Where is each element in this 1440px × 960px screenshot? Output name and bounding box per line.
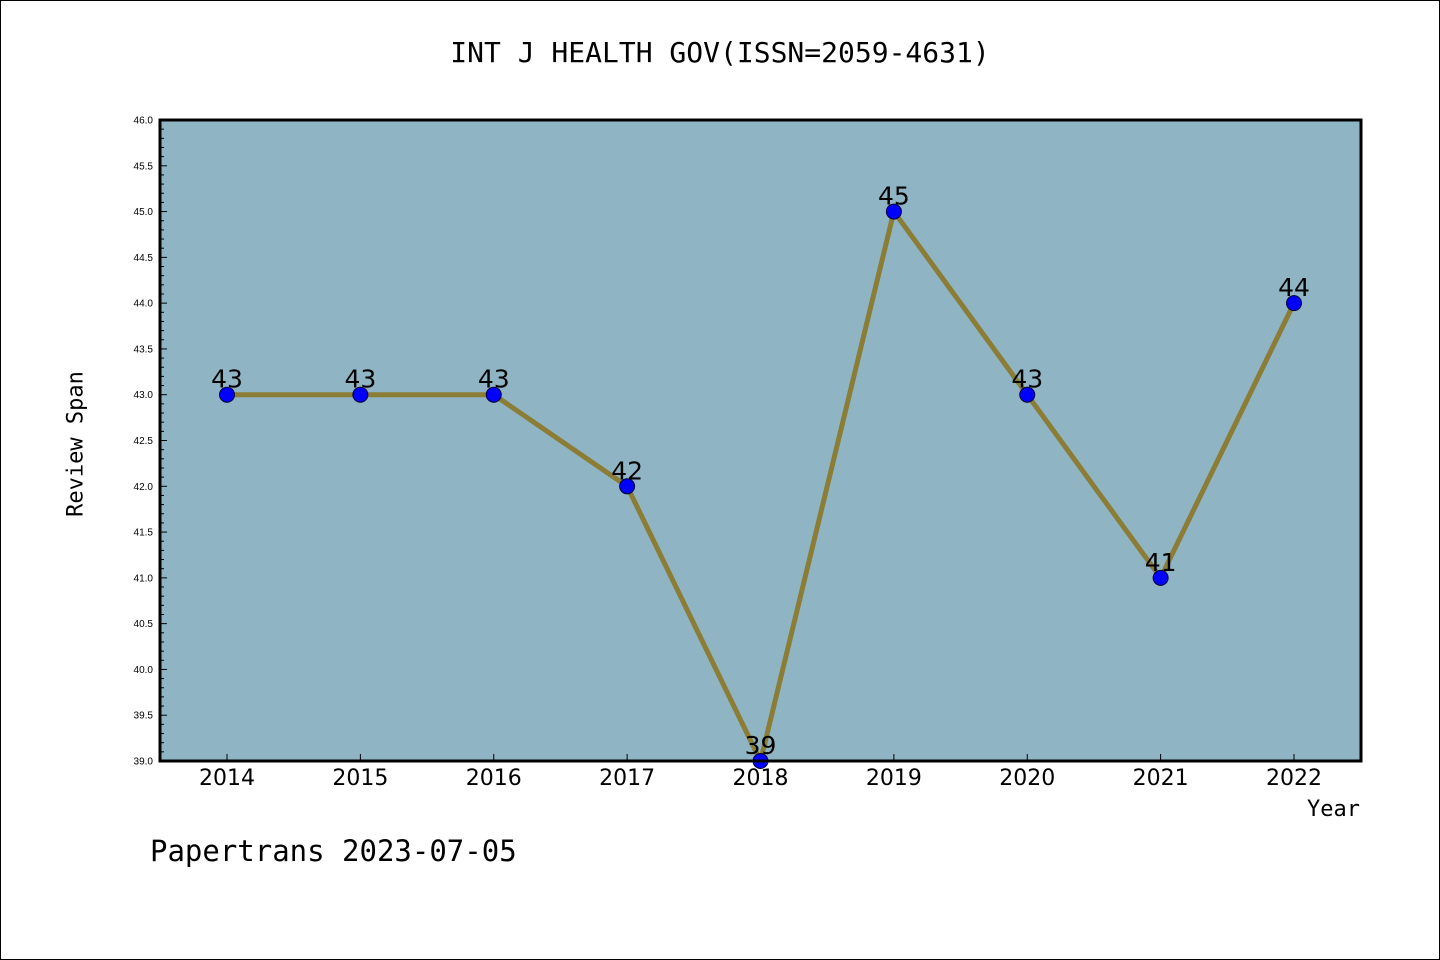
plot-area <box>160 120 1361 761</box>
y-axis: 39.0 39.5 40.0 40.5 41.0 41.5 42.0 42.5 43.0 43.5… <box>134 116 167 768</box>
data-label: 43 <box>478 365 510 394</box>
y-tick-label: 40.5 <box>134 619 154 630</box>
data-point <box>352 386 369 403</box>
y-tick-label: 43.0 <box>134 390 154 401</box>
x-axis: 2014 2015 2016 2017 2018 2019 2020 2021 2022 <box>199 754 1322 791</box>
y-tick-label: 44.5 <box>134 253 154 264</box>
y-tick-label: 40.0 <box>134 665 154 676</box>
data-point <box>1286 295 1302 312</box>
data-label: 43 <box>211 365 243 394</box>
data-label: 43 <box>1011 365 1043 394</box>
x-tick-label: 2015 <box>332 766 388 791</box>
data-label: 39 <box>745 731 777 760</box>
y-tick-label: 39.0 <box>134 757 154 768</box>
data-point <box>485 386 502 403</box>
x-tick-label: 2020 <box>999 766 1055 791</box>
y-tick-label: 46.0 <box>134 116 154 127</box>
data-label: 41 <box>1145 548 1177 577</box>
y-tick-label: 44.0 <box>134 299 154 310</box>
data-point <box>619 478 636 495</box>
data-point <box>1152 569 1169 586</box>
data-label: 44 <box>1278 273 1310 302</box>
x-tick-label: 2017 <box>599 766 655 791</box>
x-axis-label: Year <box>1307 797 1360 822</box>
y-tick-label: 41.5 <box>134 528 154 539</box>
data-label: 42 <box>611 456 643 485</box>
x-tick-label: 2021 <box>1133 766 1189 791</box>
data-point <box>885 203 902 220</box>
x-tick-label: 2019 <box>866 766 922 791</box>
x-tick-label: 2018 <box>733 766 789 791</box>
footer-note: Papertrans 2023-07-05 <box>150 834 517 868</box>
y-tick-label: 43.5 <box>134 344 154 355</box>
data-point <box>1019 386 1036 403</box>
y-tick-label: 45.0 <box>134 207 154 218</box>
data-point <box>219 386 235 403</box>
y-tick-label: 41.0 <box>134 573 154 584</box>
data-label: 45 <box>878 182 910 211</box>
data-labels: 43 43 43 42 39 45 43 41 44 <box>211 182 1310 760</box>
y-tick-label: 45.5 <box>134 161 154 172</box>
y-tick-label: 42.0 <box>134 482 154 493</box>
data-label: 43 <box>344 365 376 394</box>
y-tick-label: 42.5 <box>134 436 154 447</box>
y-tick-label: 39.5 <box>134 711 154 722</box>
x-tick-label: 2016 <box>466 766 522 791</box>
chart-title: INT J HEALTH GOV(ISSN=2059-4631) <box>450 36 990 69</box>
x-tick-label: 2014 <box>199 766 255 791</box>
x-tick-label: 2022 <box>1266 766 1322 791</box>
plot-border <box>158 118 1363 763</box>
